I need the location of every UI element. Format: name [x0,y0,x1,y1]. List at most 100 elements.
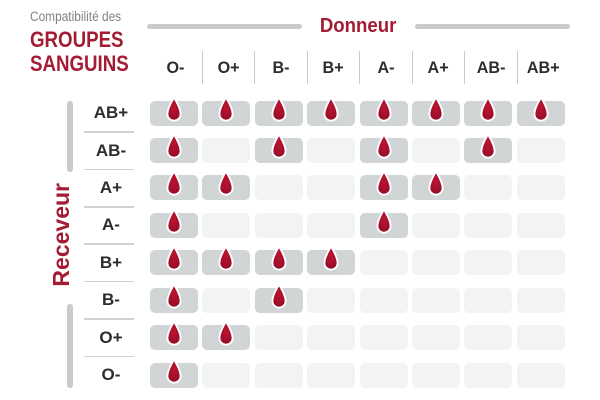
blood-drop-icon [428,170,444,196]
chart-title-line1: GROUPES [30,27,124,52]
receiver-rule-bottom [67,304,73,388]
donor-axis-label: Donneur [320,15,397,37]
compatibility-cell [464,95,513,126]
compatibility-cell [150,357,198,388]
blood-drop-icon [166,95,182,122]
compatibility-cell [150,245,198,276]
compatibility-cell [307,325,356,351]
compatibility-cell [359,95,408,126]
compatibility-cell [464,287,513,313]
compatibility-cell [150,320,198,351]
receiver-row-label: B+ [84,244,137,283]
compatibility-cell [411,170,460,201]
compatibility-cell [202,170,251,201]
blood-drop-icon [218,245,234,271]
donor-column-header-label: B- [272,57,290,77]
receiver-row-label: A- [84,207,137,246]
donor-column-header-label: B+ [322,57,344,77]
blood-drop-icon [218,95,234,122]
donor-column-header-label: AB- [476,57,506,77]
compatibility-cell [202,212,251,238]
compatibility-cell [254,245,303,276]
blood-drop-icon [166,245,182,271]
donor-column-header: B- [254,51,307,84]
compatibility-cell [307,362,356,388]
compatibility-cell [464,133,513,163]
compatibility-cell [464,362,513,388]
blood-drop-icon [271,282,287,309]
compatibility-cell [254,325,303,351]
donor-column-header: A- [359,51,412,84]
receiver-row-label-text: B- [102,290,120,310]
receiver-row-label: O+ [84,319,137,358]
blood-drop-icon [480,95,496,122]
compatibility-cell [150,208,198,238]
compatibility-cell [307,287,356,313]
compatibility-cell [254,212,303,238]
receiver-row-label-text: AB- [95,140,127,160]
blood-drop-icon [480,133,496,159]
compatibility-cell [411,137,460,163]
donor-column-header: B+ [306,51,360,84]
chart-title-line2: SANGUINS [30,50,129,76]
chart-title: Compatibilité des GROUPES SANGUINS [30,9,146,75]
compatibility-cell [150,95,198,126]
blood-drop-icon [533,95,549,122]
receiver-axis-header: Receveur [44,176,78,294]
receiver-row-labels: AB+ AB- A+ A- B+ B- O+ O- [84,95,137,394]
compatibility-cell [516,362,565,388]
compatibility-cell [359,208,408,238]
blood-drop-icon [166,320,182,346]
blood-drop-icon [271,245,287,271]
blood-drop-icon [166,133,182,159]
compatibility-cell [359,287,408,313]
blood-drop-icon [428,95,444,122]
compatibility-cell [464,212,513,238]
receiver-row-label: O- [85,356,137,393]
donor-column-header: A+ [411,51,465,84]
compatibility-cell [516,287,565,313]
blood-drop-icon [271,95,287,122]
blood-drop-icon [376,208,392,234]
donor-column-header: AB+ [516,51,570,84]
compatibility-cell [411,250,460,276]
donor-column-header-label: A+ [427,57,449,77]
compatibility-cell [516,250,565,276]
blood-drop-icon [166,208,182,234]
blood-drop-icon [323,245,339,271]
chart-subtitle: Compatibilité des [30,9,122,24]
compatibility-cell [516,212,565,238]
blood-drop-icon [218,170,234,196]
compatibility-cell [516,137,565,163]
compatibility-cell [307,137,356,163]
compatibility-cell [254,362,303,388]
compatibility-cell [411,95,460,126]
receiver-row-label-text: A- [102,215,120,235]
compatibility-cell [202,245,251,276]
donor-column-header: O- [149,51,202,84]
donor-axis-header: Donneur [147,13,570,40]
donor-column-header-label: AB+ [526,57,560,77]
receiver-row-label: A+ [84,169,137,208]
compatibility-grid [150,95,565,388]
compatibility-cell [307,175,356,201]
compatibility-cell [411,325,460,351]
donor-rule-right [414,23,570,30]
compatibility-cell [254,95,303,126]
compatibility-cell [359,362,408,388]
receiver-row-label: AB- [84,132,137,171]
receiver-row-label-text: B+ [99,252,123,272]
receiver-rule-top [67,101,73,172]
donor-rule-left [147,23,303,30]
blood-drop-icon [323,95,339,122]
blood-drop-icon [376,133,392,159]
donor-column-header-label: O- [166,57,185,77]
blood-drop-icon [218,320,234,346]
compatibility-cell [307,212,356,238]
compatibility-cell [464,175,513,201]
compatibility-cell [359,250,408,276]
compatibility-cell [202,287,251,313]
receiver-row-label-text: A+ [99,178,123,198]
compatibility-cell [307,95,356,126]
compatibility-cell [254,282,303,313]
